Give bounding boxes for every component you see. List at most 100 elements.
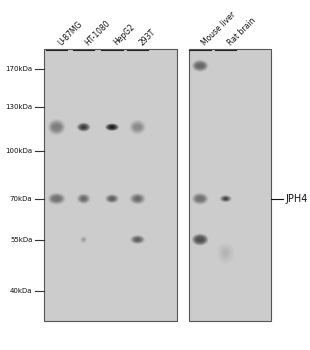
Ellipse shape — [193, 235, 207, 244]
Ellipse shape — [111, 198, 113, 199]
Ellipse shape — [81, 237, 86, 242]
Ellipse shape — [110, 126, 114, 128]
Ellipse shape — [193, 61, 207, 71]
Ellipse shape — [52, 196, 61, 201]
Ellipse shape — [192, 233, 209, 246]
Ellipse shape — [130, 120, 145, 134]
Ellipse shape — [77, 194, 91, 204]
Ellipse shape — [221, 196, 230, 201]
Ellipse shape — [109, 197, 115, 201]
Ellipse shape — [135, 197, 140, 201]
Ellipse shape — [82, 238, 85, 241]
Ellipse shape — [106, 195, 118, 203]
Ellipse shape — [196, 237, 204, 242]
Ellipse shape — [82, 126, 85, 128]
Ellipse shape — [196, 64, 204, 68]
Text: Mouse liver: Mouse liver — [200, 9, 237, 47]
Ellipse shape — [78, 124, 89, 131]
Ellipse shape — [193, 194, 207, 203]
Ellipse shape — [223, 250, 229, 257]
Text: 40kDa: 40kDa — [10, 288, 33, 294]
Ellipse shape — [224, 250, 228, 256]
Ellipse shape — [108, 125, 116, 130]
Ellipse shape — [195, 62, 206, 69]
Ellipse shape — [49, 194, 64, 204]
Ellipse shape — [79, 195, 88, 202]
Ellipse shape — [132, 122, 144, 132]
Ellipse shape — [132, 236, 144, 243]
Ellipse shape — [106, 124, 118, 131]
Ellipse shape — [105, 194, 119, 203]
Ellipse shape — [133, 195, 142, 202]
Ellipse shape — [52, 124, 61, 131]
Ellipse shape — [81, 125, 86, 129]
Ellipse shape — [80, 196, 87, 201]
Ellipse shape — [223, 197, 228, 200]
Ellipse shape — [196, 196, 204, 201]
Text: HT-1080: HT-1080 — [84, 18, 112, 47]
Ellipse shape — [133, 237, 142, 243]
Ellipse shape — [106, 124, 118, 131]
Ellipse shape — [105, 123, 119, 131]
Ellipse shape — [193, 60, 208, 71]
Ellipse shape — [130, 235, 145, 244]
Ellipse shape — [193, 194, 207, 204]
Ellipse shape — [220, 195, 232, 202]
Ellipse shape — [220, 196, 231, 202]
Ellipse shape — [110, 197, 114, 200]
Ellipse shape — [192, 193, 208, 205]
Ellipse shape — [132, 122, 143, 132]
Ellipse shape — [132, 195, 143, 203]
Ellipse shape — [81, 197, 86, 201]
Ellipse shape — [106, 195, 118, 203]
Ellipse shape — [136, 239, 139, 240]
Ellipse shape — [224, 197, 228, 200]
Ellipse shape — [131, 236, 144, 243]
Ellipse shape — [222, 248, 230, 258]
Ellipse shape — [77, 123, 90, 131]
Ellipse shape — [50, 194, 64, 203]
Text: JPH4: JPH4 — [286, 194, 308, 204]
Ellipse shape — [53, 197, 60, 200]
Ellipse shape — [194, 62, 206, 70]
Ellipse shape — [108, 196, 116, 201]
Ellipse shape — [78, 194, 89, 203]
Ellipse shape — [132, 236, 143, 243]
Ellipse shape — [192, 233, 208, 246]
Ellipse shape — [134, 196, 141, 201]
Text: 170kDa: 170kDa — [5, 66, 33, 72]
Ellipse shape — [81, 125, 86, 129]
Ellipse shape — [110, 126, 114, 128]
Ellipse shape — [131, 121, 144, 133]
Ellipse shape — [50, 195, 63, 203]
Ellipse shape — [77, 122, 91, 132]
Ellipse shape — [107, 195, 117, 202]
Ellipse shape — [133, 237, 142, 242]
Ellipse shape — [134, 124, 141, 130]
Ellipse shape — [131, 194, 144, 203]
Ellipse shape — [194, 235, 206, 244]
Ellipse shape — [105, 124, 119, 131]
Text: 293T: 293T — [138, 27, 157, 47]
Ellipse shape — [221, 196, 231, 202]
Ellipse shape — [133, 123, 143, 131]
Ellipse shape — [134, 196, 141, 201]
Ellipse shape — [222, 197, 229, 201]
Ellipse shape — [193, 61, 207, 71]
Ellipse shape — [48, 193, 65, 205]
Ellipse shape — [193, 194, 207, 204]
Ellipse shape — [195, 195, 205, 202]
Ellipse shape — [131, 236, 144, 244]
Ellipse shape — [193, 193, 208, 204]
Ellipse shape — [82, 197, 86, 200]
Ellipse shape — [195, 195, 206, 202]
Ellipse shape — [80, 125, 87, 130]
Ellipse shape — [78, 195, 89, 203]
Ellipse shape — [82, 126, 86, 128]
Ellipse shape — [51, 196, 62, 202]
Ellipse shape — [81, 196, 86, 201]
Ellipse shape — [106, 124, 118, 130]
Ellipse shape — [49, 120, 64, 134]
Ellipse shape — [134, 124, 142, 130]
Ellipse shape — [107, 196, 117, 202]
